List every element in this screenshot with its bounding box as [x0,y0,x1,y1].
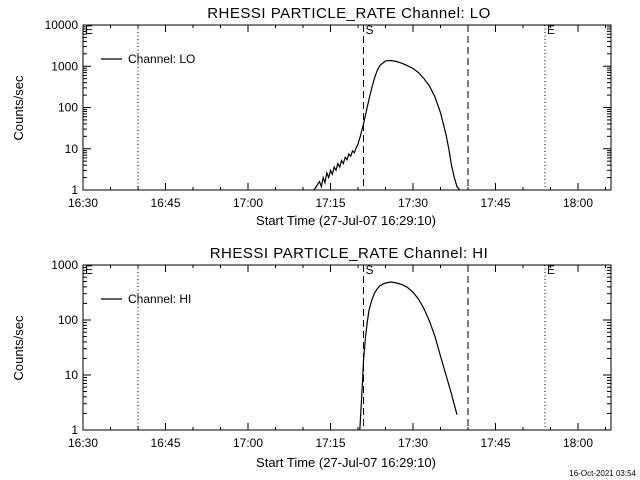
y-tick-label-3: 1000 [51,59,78,73]
chart-title: RHESSI PARTICLE_RATE Channel: LO [207,5,491,22]
x-tick-label-1: 16:45 [150,436,180,450]
hi-channel-panel: RHESSI PARTICLE_RATE Channel: HI Counts/… [11,245,612,470]
y-ticks: 1 10 100 1000 [51,258,611,437]
x-tick-label-1: 16:45 [150,196,180,210]
legend-entry: Channel: LO [128,52,195,66]
x-tick-label-6: 18:00 [563,436,593,450]
x-tick-label-6: 18:00 [563,196,593,210]
series-line [359,281,458,431]
x-tick-label-4: 17:30 [398,196,428,210]
y-axis-label: Counts/sec [11,75,26,141]
x-tick-label-3: 17:15 [315,196,345,210]
x-tick-label-0: 16:30 [68,196,98,210]
plot-frame [82,264,612,431]
series-line [313,59,461,191]
x-ticks: 16:30 16:45 17:00 17:15 17:30 17:45 18:00 [68,25,606,210]
x-tick-label-5: 17:45 [480,436,510,450]
footer-timestamp: 16-Oct-2021 03:54 [569,469,636,478]
x-tick-label-2: 17:00 [233,436,263,450]
y-tick-label-3: 1000 [51,258,78,272]
marker-label-2: S [366,23,374,37]
x-tick-label-3: 17:15 [315,436,345,450]
marker-label-2: S [366,263,374,277]
y-tick-label-2: 100 [58,313,78,327]
y-ticks: 1 10 100 1000 10000 [45,18,611,197]
chart-title: RHESSI PARTICLE_RATE Channel: HI [210,245,489,262]
x-tick-label-4: 17:30 [398,436,428,450]
y-tick-label-2: 100 [58,101,78,115]
x-tick-label-2: 17:00 [233,196,263,210]
y-tick-label-4: 10000 [45,18,79,32]
y-tick-label-0: 1 [71,183,78,197]
lo-channel-panel: RHESSI PARTICLE_RATE Channel: LO Counts/… [11,5,612,228]
y-tick-label-0: 1 [71,423,78,437]
y-tick-label-1: 10 [65,142,79,156]
y-axis-label: Counts/sec [11,315,26,381]
x-axis-label: Start Time (27-Jul-07 16:29:10) [256,213,436,228]
plot-frame [82,24,612,191]
x-tick-label-0: 16:30 [68,436,98,450]
marker-label-4: E [547,263,555,277]
y-tick-label-1: 10 [65,368,79,382]
x-tick-label-5: 17:45 [480,196,510,210]
marker-label-0: E [85,23,93,37]
x-axis-label: Start Time (27-Jul-07 16:29:10) [256,455,436,470]
legend-entry: Channel: HI [128,292,191,306]
marker-label-4: E [547,23,555,37]
marker-label-0: E [85,263,93,277]
